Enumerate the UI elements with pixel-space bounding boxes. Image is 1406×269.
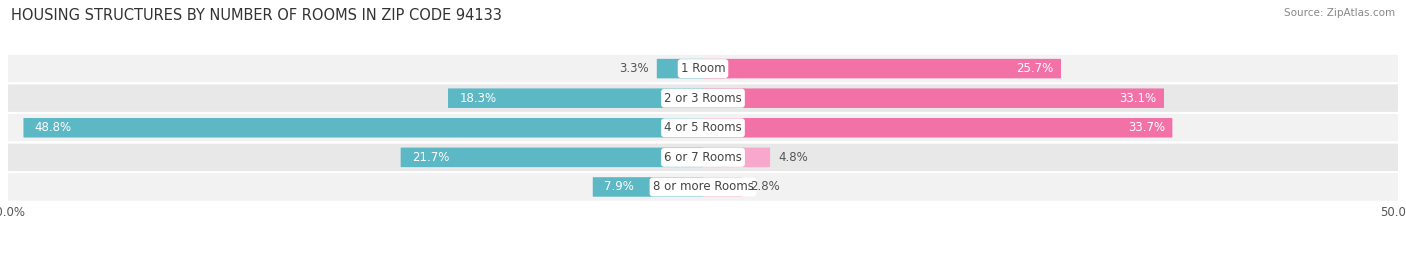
Text: 18.3%: 18.3% [460, 92, 496, 105]
FancyBboxPatch shape [703, 59, 1062, 78]
Text: 1 Room: 1 Room [681, 62, 725, 75]
Text: 4 or 5 Rooms: 4 or 5 Rooms [664, 121, 742, 134]
FancyBboxPatch shape [703, 89, 1164, 108]
Text: 4.8%: 4.8% [778, 151, 808, 164]
FancyBboxPatch shape [593, 177, 703, 197]
FancyBboxPatch shape [657, 59, 703, 78]
Text: 33.7%: 33.7% [1128, 121, 1166, 134]
FancyBboxPatch shape [7, 172, 1399, 202]
FancyBboxPatch shape [401, 148, 703, 167]
Text: 33.1%: 33.1% [1119, 92, 1157, 105]
Text: 7.9%: 7.9% [605, 180, 634, 193]
FancyBboxPatch shape [7, 54, 1399, 83]
Text: 25.7%: 25.7% [1017, 62, 1053, 75]
Text: 48.8%: 48.8% [35, 121, 72, 134]
FancyBboxPatch shape [24, 118, 703, 137]
FancyBboxPatch shape [449, 89, 703, 108]
Text: 3.3%: 3.3% [619, 62, 648, 75]
Text: 6 or 7 Rooms: 6 or 7 Rooms [664, 151, 742, 164]
Text: 2 or 3 Rooms: 2 or 3 Rooms [664, 92, 742, 105]
FancyBboxPatch shape [7, 83, 1399, 113]
FancyBboxPatch shape [7, 113, 1399, 143]
Legend: Owner-occupied, Renter-occupied: Owner-occupied, Renter-occupied [572, 265, 834, 269]
Text: 2.8%: 2.8% [751, 180, 780, 193]
FancyBboxPatch shape [703, 148, 770, 167]
FancyBboxPatch shape [703, 177, 742, 197]
Text: HOUSING STRUCTURES BY NUMBER OF ROOMS IN ZIP CODE 94133: HOUSING STRUCTURES BY NUMBER OF ROOMS IN… [11, 8, 502, 23]
Text: Source: ZipAtlas.com: Source: ZipAtlas.com [1284, 8, 1395, 18]
FancyBboxPatch shape [703, 118, 1173, 137]
Text: 21.7%: 21.7% [412, 151, 450, 164]
Text: 8 or more Rooms: 8 or more Rooms [652, 180, 754, 193]
FancyBboxPatch shape [7, 143, 1399, 172]
